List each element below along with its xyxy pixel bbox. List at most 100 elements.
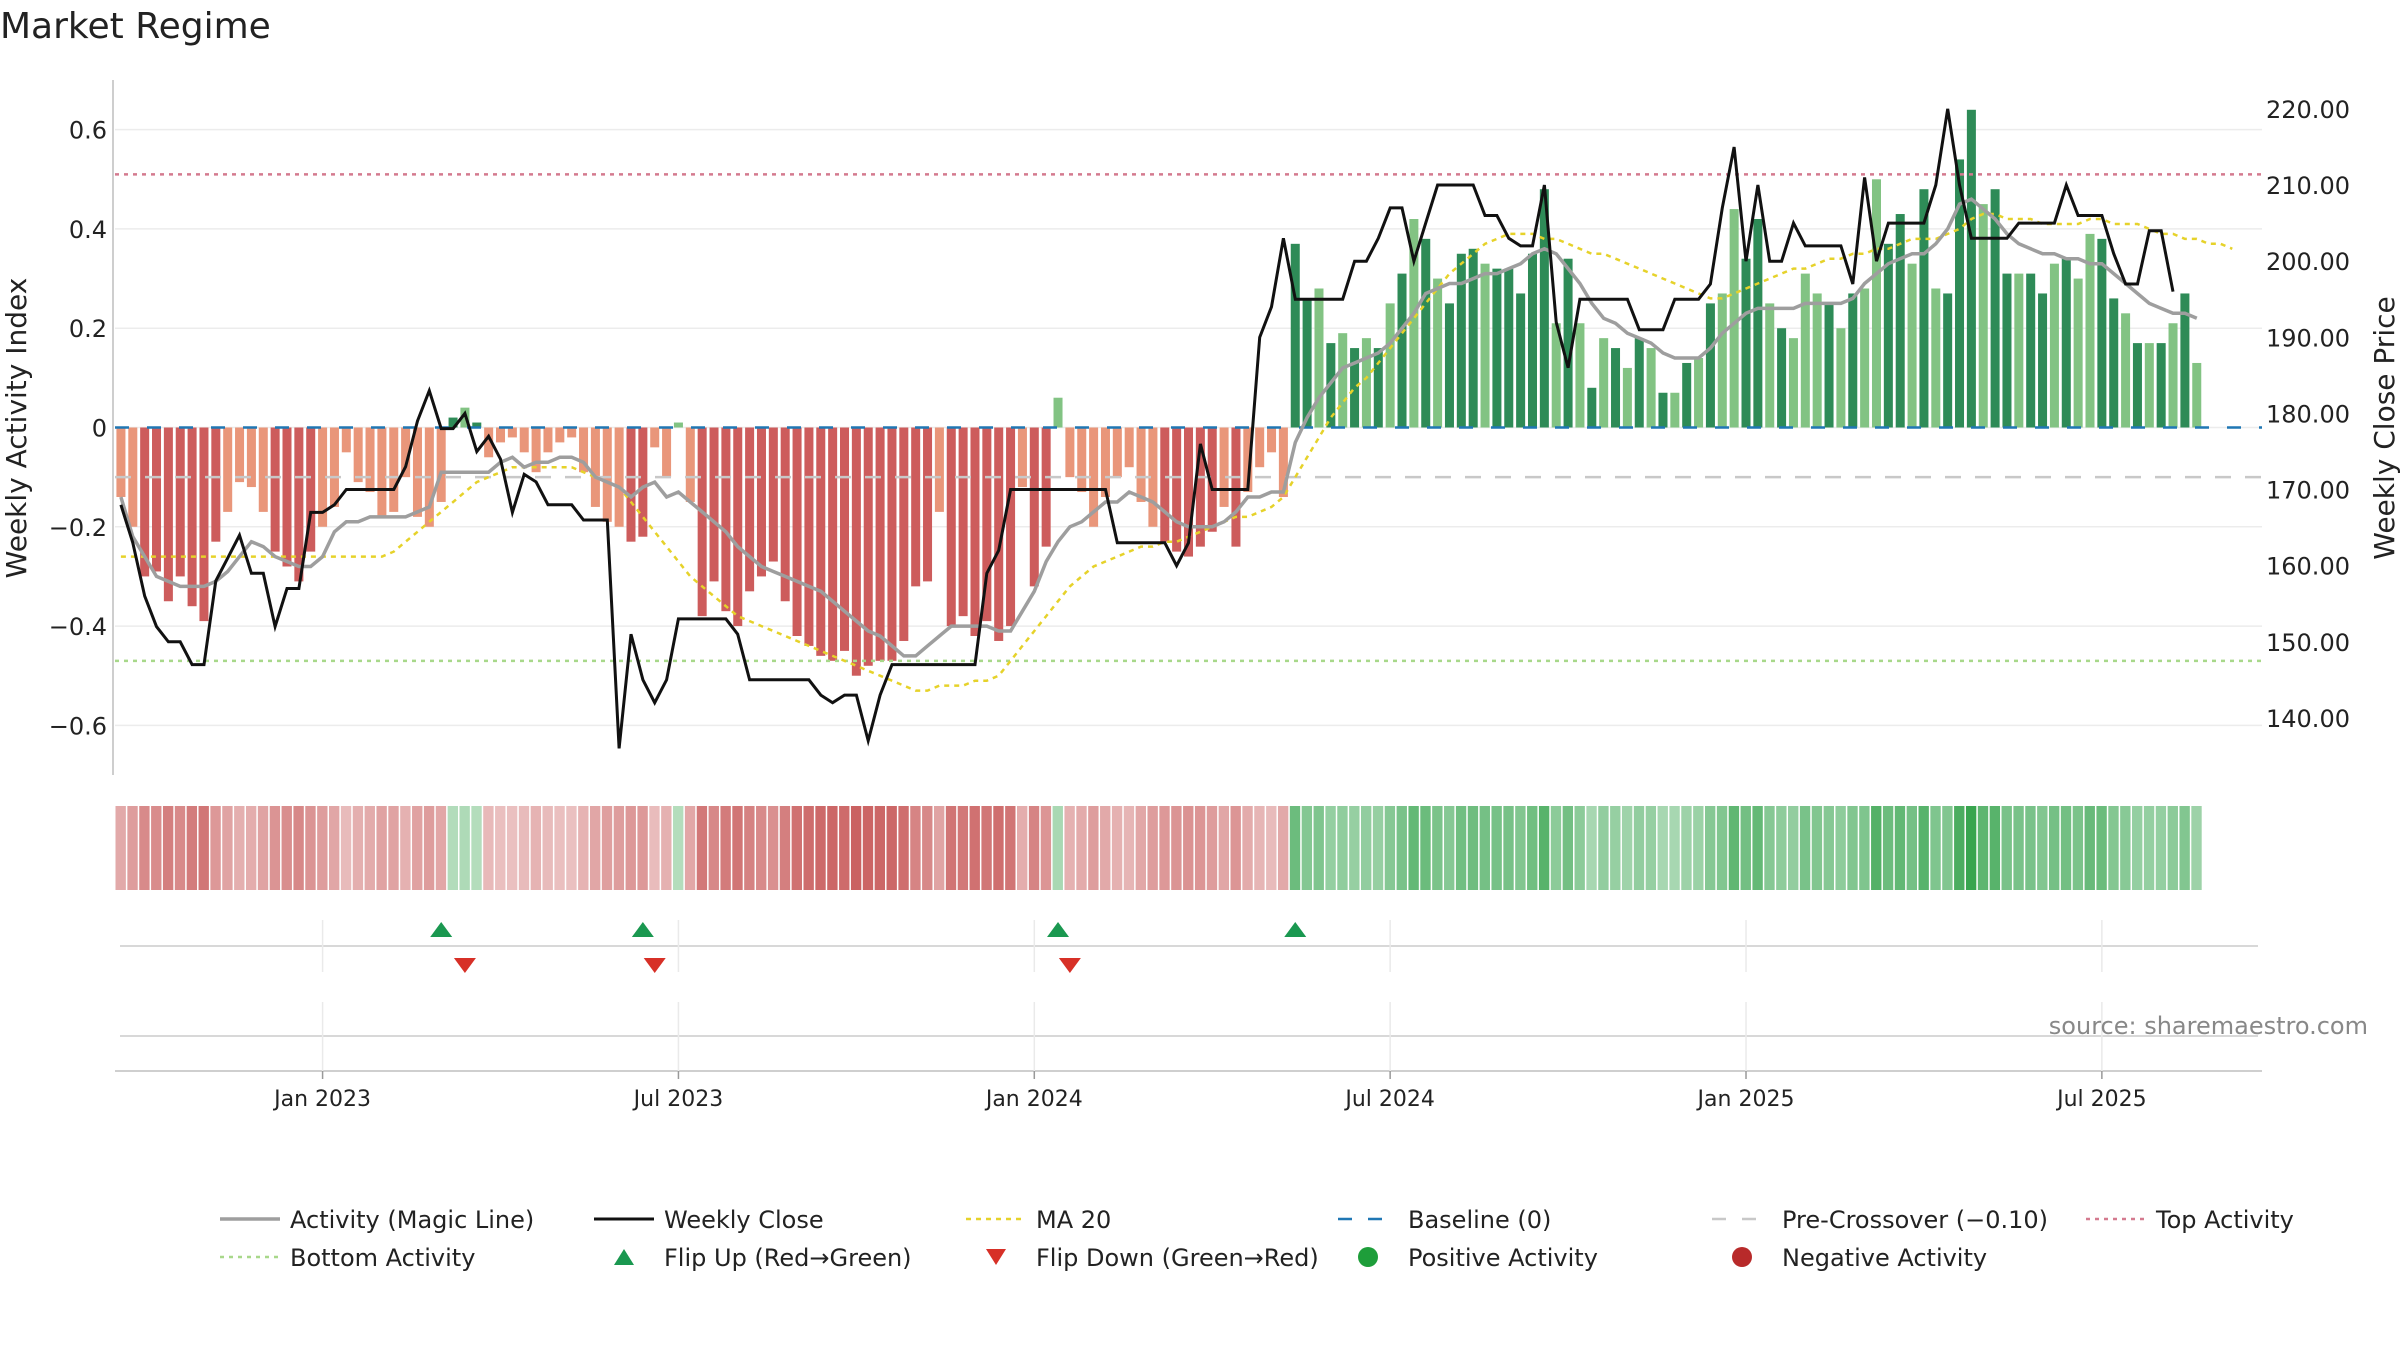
activity-bar (697, 427, 707, 617)
legend-item: Weekly Close (594, 1206, 824, 1234)
x-tick-label: Jan 2025 (1696, 1087, 1795, 1112)
heat-cell (898, 806, 909, 890)
activity-bar (1172, 427, 1182, 552)
flip-up-marker (1047, 922, 1070, 937)
activity-bar (733, 427, 743, 627)
activity-bar (1089, 427, 1099, 527)
activity-bar (555, 427, 565, 443)
activity-bar (1492, 268, 1502, 428)
activity-bar (377, 427, 387, 517)
y-tick-label-right: 180.00 (2266, 400, 2350, 428)
activity-bar (911, 427, 921, 587)
heat-cell (1337, 806, 1348, 890)
heat-cell (1206, 806, 1218, 890)
legend-swatch (986, 1249, 1006, 1265)
activity-bar (187, 427, 197, 607)
heat-cell (684, 806, 696, 890)
activity-bar (934, 427, 944, 512)
activity-bar (1385, 303, 1395, 428)
heat-cell (767, 806, 779, 890)
y-tick-label-left: 0.2 (69, 315, 107, 343)
activity-bar (2121, 313, 2131, 428)
heat-cell (1491, 806, 1502, 890)
heat-cell (1728, 806, 1740, 890)
activity-bar (1575, 323, 1585, 428)
activity-bar (875, 427, 885, 661)
activity-bar (2144, 343, 2154, 428)
activity-bar (1433, 278, 1443, 428)
legend-item: Bottom Activity (220, 1244, 475, 1272)
activity-bar (1041, 427, 1051, 547)
activity-bar (1148, 427, 1158, 527)
heat-cell (1325, 806, 1336, 890)
activity-bar (235, 427, 245, 483)
heat-cell (127, 806, 138, 890)
activity-bar (946, 427, 956, 627)
activity-bar (590, 427, 600, 507)
activity-bar (2097, 238, 2107, 428)
heat-cell (1360, 806, 1372, 890)
heat-cell (186, 806, 198, 890)
y-tick-label-left: −0.4 (49, 613, 107, 641)
flip-down-marker (453, 958, 476, 973)
legend-swatch (1732, 1247, 1752, 1267)
activity-bar (567, 427, 577, 438)
legend-swatch (614, 1249, 634, 1265)
magic-line (119, 197, 2198, 658)
activity-bar (282, 427, 292, 567)
activity-bar (2156, 343, 2166, 428)
activity-bar (1243, 427, 1253, 493)
weekly-close-line (119, 108, 2175, 749)
heat-cell (2001, 806, 2012, 890)
heat-cell (696, 806, 708, 890)
activity-bar (1112, 427, 1122, 478)
activity-bar (1563, 258, 1573, 428)
heat-cell (400, 806, 411, 890)
heat-cell (732, 806, 743, 890)
y-axis-label-right: Weekly Close Price (2368, 296, 2400, 559)
heat-cell (1111, 806, 1123, 890)
activity-bar (1053, 397, 1063, 428)
activity-bar (745, 427, 755, 592)
heat-cell (139, 806, 150, 890)
heat-cell (1598, 806, 1609, 890)
heat-cell (222, 806, 233, 890)
activity-bar (1136, 427, 1146, 502)
axes: 0.6 0.4 0.2 0 −0.2 −0.4 −0.6 220.00 210.00 200.00… (49, 80, 2350, 775)
heat-cell (174, 806, 186, 890)
activity-bar (626, 427, 636, 542)
activity-bar (294, 427, 304, 582)
legend-label: Negative Activity (1782, 1244, 1987, 1272)
activity-bar (1788, 338, 1798, 428)
activity-bar (531, 427, 541, 473)
heat-cell (1028, 806, 1040, 890)
activity-bar (1599, 338, 1609, 428)
heat-cell (625, 806, 636, 890)
activity-bar (1634, 338, 1644, 428)
activity-bar (1753, 219, 1763, 428)
activity-bar (2168, 323, 2178, 428)
heat-cell (993, 806, 1004, 890)
activity-bar (1338, 333, 1348, 428)
heat-cell (2120, 806, 2131, 890)
activity-bars (116, 109, 2202, 676)
activity-bar (163, 427, 173, 602)
heat-cell (1977, 806, 1989, 890)
activity-bar (1124, 427, 1134, 468)
heat-cell (1645, 806, 1657, 890)
heat-cell (779, 806, 791, 890)
heat-cell (435, 806, 447, 890)
activity-bar (341, 427, 351, 453)
activity-bar (128, 427, 138, 527)
activity-bar (1741, 258, 1751, 428)
legend-label: Baseline (0) (1408, 1206, 1551, 1234)
activity-bar (1539, 189, 1549, 428)
activity-bar (1800, 273, 1810, 428)
y-tick-label-left: 0 (92, 415, 107, 443)
heat-cell (1159, 806, 1170, 890)
activity-bar (1943, 293, 1953, 428)
activity-bar (982, 427, 992, 622)
flip-down-marker (1058, 958, 1081, 973)
y-tick-label-right: 140.00 (2266, 705, 2350, 733)
